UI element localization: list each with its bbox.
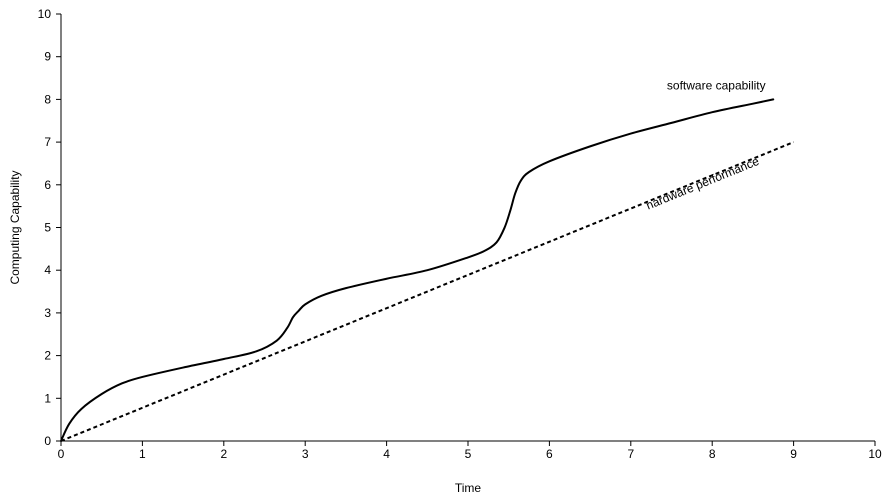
- y-tick-label: 3: [44, 306, 51, 320]
- x-tick-label: 6: [546, 447, 553, 461]
- y-tick-label: 9: [44, 50, 51, 64]
- x-ticks: 0 1 2 3 4 5 6 7 8 9 10: [58, 441, 882, 461]
- x-tick-label: 0: [58, 447, 65, 461]
- hardware-performance-label: hardware performance: [644, 154, 761, 213]
- hardware-performance-line: [60, 141, 794, 442]
- x-tick-label: 5: [465, 447, 472, 461]
- y-tick-label: 6: [44, 178, 51, 192]
- x-tick-label: 7: [627, 447, 634, 461]
- y-tick-label: 0: [44, 434, 51, 448]
- software-capability-label: software capability: [667, 79, 766, 93]
- y-tick-label: 8: [44, 92, 51, 106]
- x-tick-label: 10: [868, 447, 882, 461]
- x-tick-label: 2: [220, 447, 227, 461]
- y-tick-label: 4: [44, 263, 51, 277]
- series-layer: [60, 98, 794, 442]
- x-tick-label: 3: [302, 447, 309, 461]
- y-tick-label: 2: [44, 349, 51, 363]
- x-tick-label: 1: [139, 447, 146, 461]
- x-tick-label: 9: [790, 447, 797, 461]
- y-tick-label: 7: [44, 135, 51, 149]
- y-axis-title: Computing Capability: [8, 170, 22, 284]
- y-tick-label: 10: [38, 7, 52, 21]
- y-tick-label: 5: [44, 221, 51, 235]
- y-ticks: 0 1 2 3 4 5 6 7 8 9 10: [38, 7, 61, 448]
- x-axis-title: Time: [455, 481, 482, 495]
- x-tick-label: 8: [709, 447, 716, 461]
- x-tick-label: 4: [383, 447, 390, 461]
- software-capability-line: [60, 98, 775, 442]
- y-tick-label: 1: [44, 391, 51, 405]
